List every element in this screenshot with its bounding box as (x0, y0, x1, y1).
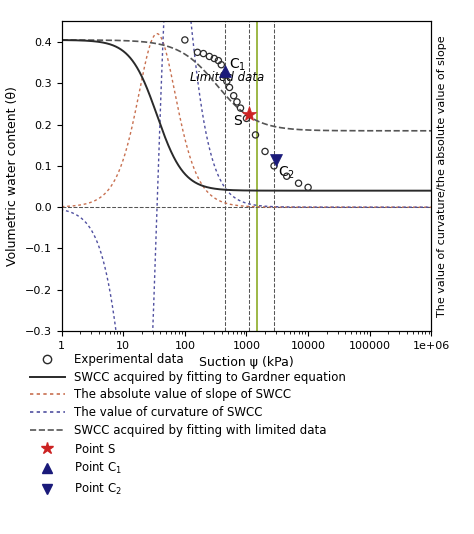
Point (270, 162, 278, 170)
Point (243, 114, 250, 123)
Text: $C_1$: $C_1$ (229, 57, 246, 73)
Point (230, 91, 237, 100)
Point (283, 172, 291, 180)
Point (223, 77, 231, 85)
Text: $S$: $S$ (233, 114, 243, 128)
Y-axis label: Volumetric water content (θ): Volumetric water content (θ) (6, 87, 19, 266)
Point (304, 183, 312, 192)
Point (261, 147, 269, 156)
X-axis label: Suction ψ (kPa): Suction ψ (kPa) (199, 356, 294, 370)
Point (200, 49, 207, 58)
Point (252, 131, 259, 139)
Legend: Experimental data, SWCC acquired by fitting to Gardner equation, The absolute va: Experimental data, SWCC acquired by fitt… (29, 353, 346, 497)
Y-axis label: The value of curvature/the absolute value of slope: The value of curvature/the absolute valu… (437, 35, 447, 317)
Point (218, 60, 225, 69)
Point (226, 83, 233, 92)
Point (194, 48, 201, 57)
Point (210, 54, 218, 63)
Text: Limited data: Limited data (190, 71, 264, 84)
Point (181, 36, 189, 44)
Point (215, 56, 222, 65)
Text: $C_2$: $C_2$ (278, 164, 295, 180)
Point (233, 98, 241, 106)
Point (295, 179, 302, 187)
Point (237, 104, 244, 112)
Point (206, 52, 213, 61)
Point (220, 71, 228, 80)
